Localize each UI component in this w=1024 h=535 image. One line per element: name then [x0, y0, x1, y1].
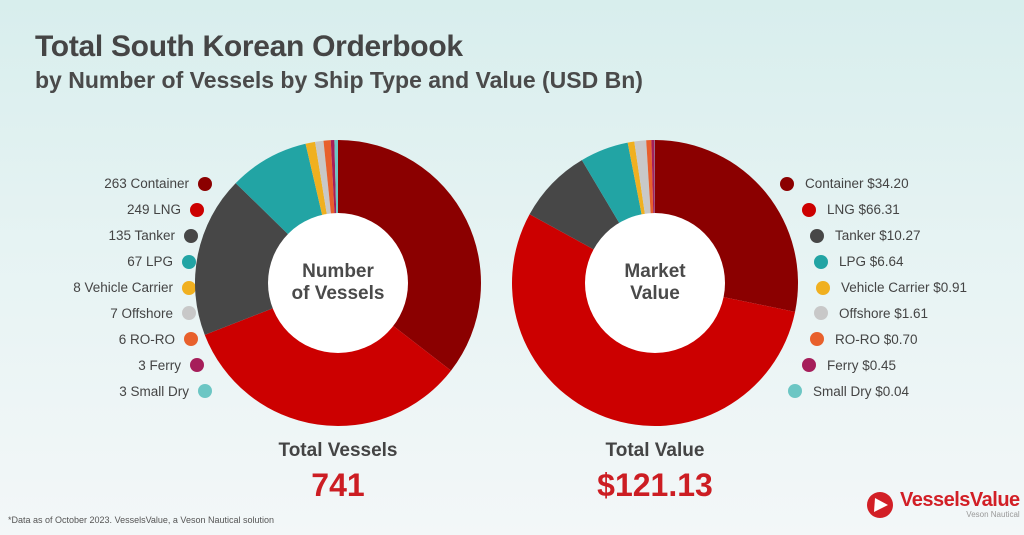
- legend-swatch-icon: [802, 202, 816, 217]
- total-value-label: Total Value: [605, 440, 705, 461]
- vessels-legend: 263 Container 249 LNG 135 Tanker 67 LPG 8 Ve…: [73, 171, 212, 404]
- vessels-slice-container: [338, 140, 481, 371]
- value-center-line2: Value: [630, 283, 680, 304]
- play-triangle-logo-icon: [867, 491, 893, 518]
- total-vessels-value: 741: [311, 467, 365, 503]
- vessels-center-label: Number of Vessels: [268, 261, 408, 305]
- chart-title: Total South Korean Orderbook: [35, 30, 463, 63]
- legend-swatch-icon: [780, 176, 794, 191]
- value-legend-item: Container $34.20: [780, 171, 967, 197]
- vessels-legend-item: 7 Offshore: [73, 300, 196, 326]
- total-value-value: $121.13: [597, 467, 713, 503]
- vessels-legend-item: 3 Small Dry: [73, 378, 212, 404]
- vessels-legend-item: 135 Tanker: [73, 223, 198, 249]
- legend-label: 67 LPG: [127, 254, 173, 270]
- vesselsvalue-logo: VesselsValue Veson Nautical: [866, 490, 1020, 519]
- legend-swatch-icon: [184, 228, 198, 243]
- legend-label: Container $34.20: [805, 176, 909, 192]
- vessels-slice-lng: [204, 283, 452, 426]
- legend-label: 8 Vehicle Carrier: [73, 280, 173, 295]
- vessels-center-line2: of Vessels: [291, 283, 385, 304]
- total-vessels-label: Total Vessels: [278, 440, 398, 461]
- logo-sub: Veson Nautical: [966, 510, 1020, 519]
- legend-swatch-icon: [198, 176, 212, 191]
- legend-swatch-icon: [814, 306, 828, 321]
- legend-label: 3 Small Dry: [119, 383, 189, 399]
- legend-label: 7 Offshore: [110, 305, 173, 321]
- value-legend-item: LPG $6.64: [814, 249, 967, 275]
- legend-label: Vehicle Carrier $0.91: [841, 280, 968, 295]
- logo-name: VesselsValue: [900, 489, 1020, 511]
- vessels-donut-hole: [268, 213, 408, 353]
- value-legend-item: RO-RO $0.70: [810, 326, 967, 352]
- legend-swatch-icon: [810, 332, 824, 347]
- legend-swatch-icon: [184, 332, 198, 347]
- legend-label: 263 Container: [104, 176, 189, 192]
- chart-subtitle: by Number of Vessels by Ship Type and Va…: [35, 67, 643, 93]
- legend-swatch-icon: [814, 254, 828, 269]
- vessels-legend-item: 8 Vehicle Carrier: [73, 275, 196, 301]
- legend-label: LNG $66.31: [827, 202, 900, 218]
- legend-label: Small Dry $0.04: [813, 383, 910, 399]
- legend-label: RO-RO $0.70: [835, 331, 918, 347]
- vessels-legend-item: 3 Ferry: [73, 352, 204, 378]
- value-center-line1: Market: [624, 261, 686, 282]
- vessels-legend-item: 263 Container: [73, 171, 212, 197]
- value-donut-hole: [585, 213, 725, 353]
- legend-label: Offshore $1.61: [839, 305, 929, 321]
- legend-swatch-icon: [802, 358, 816, 373]
- legend-swatch-icon: [182, 254, 196, 269]
- legend-swatch-icon: [816, 280, 830, 295]
- legend-label: 3 Ferry: [138, 357, 181, 373]
- value-legend-item: Vehicle Carrier $0.91: [816, 275, 967, 301]
- value-legend-item: Ferry $0.45: [802, 352, 967, 378]
- vessels-center-line1: Number: [302, 261, 374, 282]
- value-legend-item: Small Dry $0.04: [788, 378, 967, 404]
- vessels-legend-item: 67 LPG: [73, 249, 196, 275]
- legend-label: Tanker $10.27: [835, 228, 921, 244]
- value-legend: Container $34.20 LNG $66.31 Tanker $10.27 L…: [780, 171, 967, 404]
- legend-swatch-icon: [182, 306, 196, 321]
- value-legend-item: LNG $66.31: [802, 197, 967, 223]
- legend-swatch-icon: [190, 358, 204, 373]
- legend-label: 6 RO-RO: [118, 331, 175, 347]
- value-legend-item: Tanker $10.27: [810, 223, 967, 249]
- value-legend-item: Offshore $1.61: [814, 300, 967, 326]
- legend-swatch-icon: [788, 384, 802, 399]
- value-center-label: Market Value: [585, 261, 725, 305]
- vessels-legend-item: 6 RO-RO: [73, 326, 198, 352]
- legend-label: 249 LNG: [126, 202, 181, 218]
- legend-swatch-icon: [810, 228, 824, 243]
- legend-label: Ferry $0.45: [827, 357, 897, 373]
- legend-swatch-icon: [190, 202, 204, 217]
- legend-label: 135 Tanker: [108, 228, 175, 244]
- legend-swatch-icon: [198, 384, 212, 399]
- legend-swatch-icon: [182, 280, 196, 295]
- legend-label: LPG $6.64: [839, 254, 904, 270]
- footnote: *Data as of October 2023. VesselsValue, …: [8, 515, 274, 525]
- vessels-legend-item: 249 LNG: [73, 197, 204, 223]
